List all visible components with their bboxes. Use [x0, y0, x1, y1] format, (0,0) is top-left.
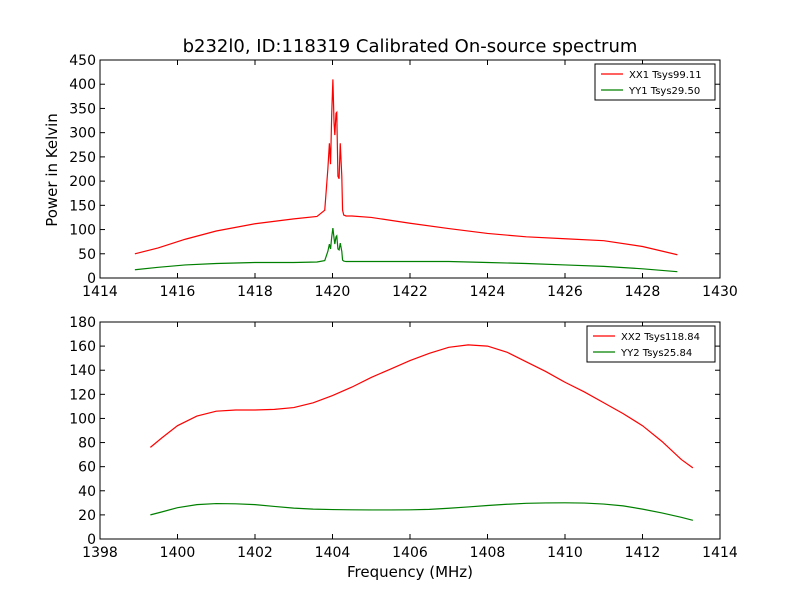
- y-tick-label: 200: [69, 174, 96, 190]
- y-tick-label: 180: [69, 315, 96, 331]
- x-tick-label: 1412: [625, 545, 661, 561]
- x-tick-label: 1422: [392, 284, 428, 300]
- top-subplot: 1414 1416 1418 1420 1422 1424 1426 1428 1430 0 50 1…: [69, 53, 738, 300]
- x-tick-label: 1424: [470, 284, 506, 300]
- bottom-subplot: 1398 1400 1402 1404 1406 1408 1410 1412 1414 0 20 4…: [69, 315, 738, 561]
- y-axis-label: Power in Kelvin: [43, 113, 61, 227]
- legend-label: YY2 Tsys25.84: [620, 348, 692, 359]
- y-tick-label: 50: [78, 247, 96, 263]
- y-tick-label: 150: [69, 198, 96, 214]
- x-tick-label: 1430: [702, 284, 738, 300]
- x-tick-label: 1410: [547, 545, 583, 561]
- y-tick-label: 450: [69, 53, 96, 69]
- x-tick-label: 1418: [237, 284, 273, 300]
- y-tick-label: 40: [78, 484, 96, 500]
- legend-label: XX2 Tsys118.84: [621, 332, 700, 343]
- x-tick-label: 1400: [160, 545, 196, 561]
- y-tick-label: 120: [69, 387, 96, 403]
- y-tick-label: 80: [78, 436, 96, 452]
- y-tick-label: 250: [69, 150, 96, 166]
- legend: [594, 63, 716, 101]
- y-tick-label: 350: [69, 101, 96, 117]
- x-tick-label: 1426: [547, 284, 583, 300]
- x-tick-label: 1406: [392, 545, 428, 561]
- chart-title: b232l0, ID:118319 Calibrated On-source s…: [183, 36, 638, 57]
- x-tick-label: 1428: [625, 284, 661, 300]
- y-tick-label: 0: [87, 532, 96, 548]
- x-tick-label: 1398: [82, 545, 118, 561]
- series-line-yy1: [134, 228, 678, 273]
- y-tick-label: 20: [78, 508, 96, 524]
- y-tick-label: 160: [69, 339, 96, 355]
- y-tick-label: 300: [69, 126, 96, 142]
- legend-label: YY1 Tsys29.50: [628, 86, 700, 97]
- x-tick-label: 1414: [82, 284, 118, 300]
- x-tick-label: 1420: [315, 284, 351, 300]
- series-line-xx1: [134, 79, 678, 256]
- legend-label: XX1 Tsys99.11: [629, 70, 702, 81]
- x-tick-label: 1408: [470, 545, 506, 561]
- y-tick-label: 140: [69, 363, 96, 379]
- y-tick-label: 400: [69, 77, 96, 93]
- x-axis-label: Frequency (MHz): [347, 563, 473, 581]
- legend: [586, 325, 716, 363]
- series-line-xx2: [149, 344, 694, 469]
- y-tick-label: 100: [69, 223, 96, 239]
- y-tick-label: 0: [87, 271, 96, 287]
- x-tick-label: 1402: [237, 545, 273, 561]
- x-tick-label: 1404: [315, 545, 351, 561]
- series-line-yy2: [150, 502, 694, 521]
- x-tick-label: 1416: [160, 284, 196, 300]
- y-tick-label: 100: [69, 411, 96, 427]
- x-tick-label: 1414: [702, 545, 738, 561]
- y-tick-label: 60: [78, 460, 96, 476]
